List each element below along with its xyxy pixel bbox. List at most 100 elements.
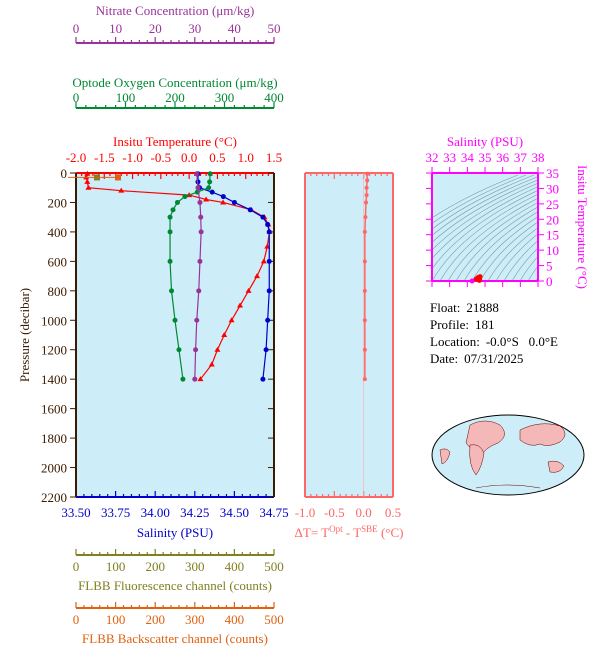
salinity-point <box>209 189 215 195</box>
date-value: 07/31/2025 <box>464 351 523 366</box>
nitrate-tick-label: 40 <box>228 21 241 36</box>
pressure-tick-label: 600 <box>48 254 68 269</box>
salinity-tick-label: 33.50 <box>61 505 90 520</box>
ts-salinity-tick-label: 34 <box>461 150 475 165</box>
backscatter-tick-label: 500 <box>264 612 284 627</box>
temperature-tick-label: 1.0 <box>238 150 254 165</box>
salinity-point <box>260 214 266 220</box>
salinity-tick-label: 33.75 <box>101 505 130 520</box>
fluorescence-tick-label: 300 <box>185 559 205 574</box>
oxygen-tick-label: 300 <box>215 90 235 105</box>
ts-temperature-tick-label: 25 <box>546 197 559 212</box>
density-contour <box>432 186 538 260</box>
pressure-tick-label: 0 <box>61 166 68 181</box>
backscatter-tick-label: 400 <box>225 612 245 627</box>
ts-temperature-tick-label: 15 <box>546 228 559 243</box>
density-contour <box>592 175 609 281</box>
nitrate-point <box>197 199 203 205</box>
temperature-point <box>220 199 227 205</box>
temperature-point <box>208 361 215 367</box>
density-contour <box>432 174 527 224</box>
float-id: 21888 <box>466 300 499 315</box>
delta-t-point <box>364 185 369 190</box>
density-contour <box>447 202 538 281</box>
ts-salinity-tick-label: 33 <box>443 150 456 165</box>
density-contour <box>432 176 538 236</box>
ts-salinity-tick-label: 36 <box>496 150 510 165</box>
ts-salinity-tick-label: 32 <box>426 150 439 165</box>
location-line: Location: -0.0°S 0.0°E <box>430 334 558 349</box>
temperature-axis-title: Insitu Temperature (°C) <box>113 134 237 149</box>
density-contour <box>432 179 538 243</box>
temperature-point <box>85 184 92 190</box>
ts-temperature-tick-label: 35 <box>546 166 559 181</box>
float-label: Float: <box>430 300 460 315</box>
profile-plot-area <box>76 173 274 497</box>
oxygen-point <box>174 199 180 205</box>
nitrate-point <box>198 214 204 220</box>
nitrate-point <box>197 258 203 264</box>
density-contour <box>463 211 538 281</box>
oxygen-point <box>172 317 178 323</box>
density-contour <box>432 182 538 251</box>
density-contour <box>471 216 538 281</box>
oxygen-point <box>207 171 213 177</box>
delta-t-label-part: ΔT= T <box>295 525 330 540</box>
delta-t-tick-label: 0.5 <box>385 505 401 520</box>
fluorescence-tick-label: 100 <box>106 559 126 574</box>
nitrate-tick-label: 50 <box>268 21 281 36</box>
fluorescence-tick-label: 200 <box>145 559 165 574</box>
salinity-tick-label: 34.00 <box>141 505 170 520</box>
salinity-point <box>266 229 272 235</box>
oxygen-point <box>207 179 213 185</box>
delta-t-label-part: Opt <box>329 524 343 534</box>
fluorescence-tick-label: 500 <box>264 559 284 574</box>
density-contour <box>511 247 538 281</box>
info-block: Float: 21888 Profile: 181 Location: -0.0°S … <box>430 300 558 366</box>
profile-label: Profile: <box>430 317 469 332</box>
pressure-tick-label: 1400 <box>41 372 67 387</box>
delta-t-tick-label: -1.0 <box>295 505 316 520</box>
delta-t-point <box>362 229 367 234</box>
delta-t-point <box>362 347 367 352</box>
nitrate-point <box>196 288 202 294</box>
temperature-point <box>84 170 91 176</box>
delta-t-point <box>364 193 369 198</box>
delta-t-tick-label: -0.5 <box>324 505 345 520</box>
temperature-point <box>221 332 228 337</box>
nitrate-point <box>193 347 199 353</box>
oxygen-point <box>180 376 186 382</box>
temperature-point <box>118 187 125 193</box>
nitrate-axis-title: Nitrate Concentration (μm/kg) <box>96 3 255 18</box>
temperature-point <box>260 258 267 264</box>
pressure-axis-title: Pressure (decibar) <box>17 288 32 382</box>
density-contour <box>432 174 519 219</box>
backscatter-axis-title: FLBB Backscatter channel (counts) <box>82 631 268 646</box>
density-contour <box>455 206 538 281</box>
oxygen-tick-label: 400 <box>264 90 284 105</box>
oxygen-point <box>176 347 182 353</box>
pressure-tick-label: 1800 <box>41 431 67 446</box>
delta-t-point <box>362 318 367 323</box>
pressure-tick-label: 800 <box>48 284 68 299</box>
backscatter-tick-label: 0 <box>73 612 80 627</box>
pressure-tick-label: 2000 <box>41 461 67 476</box>
delta-t-point <box>362 288 367 293</box>
oxygen-tick-label: 0 <box>73 90 80 105</box>
oxygen-point <box>169 288 175 294</box>
temperature-point <box>84 178 91 184</box>
oxygen-point <box>167 214 173 220</box>
density-contour <box>432 174 535 230</box>
temperature-point <box>237 302 244 308</box>
salinity-point <box>263 347 269 353</box>
backscatter-tick-label: 200 <box>145 612 165 627</box>
backscatter-tick-label: 100 <box>106 612 126 627</box>
salinity-tick-label: 34.75 <box>259 505 288 520</box>
nitrate-point <box>192 376 198 382</box>
profile-line: Profile: 181 <box>430 317 495 332</box>
temperature-tick-label: -2.0 <box>66 150 87 165</box>
nitrate-tick-label: 10 <box>109 21 122 36</box>
density-contour <box>503 240 538 281</box>
date-line: Date: 07/31/2025 <box>430 351 523 366</box>
temperature-point <box>245 287 252 293</box>
